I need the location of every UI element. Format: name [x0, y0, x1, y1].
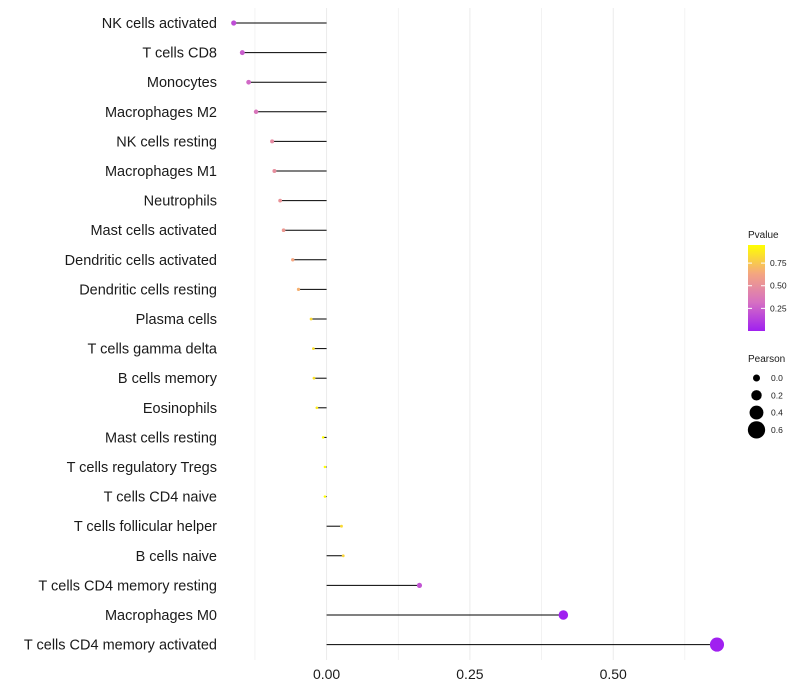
y-tick-label: Dendritic cells activated: [65, 253, 217, 269]
lollipop-point: [340, 524, 343, 528]
lollipop-point: [239, 50, 245, 56]
lollipop-point: [246, 79, 251, 85]
y-tick-label: NK cells resting: [116, 134, 217, 150]
y-tick-label: T cells gamma delta: [88, 342, 218, 358]
x-tick-label: 0.00: [313, 666, 340, 682]
lollipop-point: [296, 287, 301, 292]
y-tick-label: T cells CD4 memory activated: [24, 638, 217, 654]
y-tick-label: Plasma cells: [136, 312, 217, 328]
lollipop-point: [558, 610, 569, 620]
lollipop-point: [253, 109, 259, 115]
lollipop-point: [312, 347, 315, 350]
lollipop-point: [231, 20, 237, 26]
size-legend-dot: [749, 405, 764, 420]
lollipop-point: [323, 465, 327, 469]
pvalue-colorbar: [748, 245, 765, 331]
size-legend-label: 0.6: [771, 425, 783, 435]
pvalue-legend: Pvalue 0.25 0.50 0.75: [748, 230, 787, 331]
pvalue-legend-title: Pvalue: [748, 230, 779, 241]
y-tick-label: T cells CD4 memory resting: [38, 578, 217, 594]
lollipop-point: [270, 139, 275, 144]
lollipop-point: [281, 228, 286, 233]
lollipop-point: [416, 582, 423, 588]
y-tick-label: Monocytes: [147, 75, 217, 91]
size-legend-label: 0.2: [771, 390, 783, 400]
y-tick-label: Macrophages M1: [105, 164, 217, 180]
y-tick-label: B cells naive: [136, 549, 217, 565]
lollipop-point: [341, 554, 345, 558]
x-axis-tick-labels: 0.00 0.25 0.50: [313, 666, 627, 682]
y-tick-label: Mast cells activated: [90, 223, 217, 239]
size-legend-dot: [747, 421, 766, 439]
x-tick-label: 0.50: [600, 666, 627, 682]
size-legend-dot: [753, 374, 760, 382]
point-layer: [231, 20, 725, 652]
y-axis-tick-labels: NK cells activated T cells CD8 Monocytes Ma…: [24, 16, 218, 654]
lollipop-point: [323, 495, 327, 498]
colorbar-tick-label: 0.25: [770, 303, 787, 313]
y-tick-label: T cells regulatory Tregs: [67, 460, 217, 476]
y-tick-label: T cells follicular helper: [74, 519, 217, 535]
stem-layer: [233, 22, 717, 646]
x-tick-label: 0.25: [456, 666, 483, 682]
pearson-legend: Pearson 0.0 0.2 0.4 0.6: [747, 354, 785, 439]
colorbar-tick-label: 0.50: [770, 281, 787, 291]
y-tick-label: Macrophages M0: [105, 608, 217, 624]
size-legend-label: 0.0: [771, 373, 783, 383]
size-legend-label: 0.4: [771, 408, 783, 418]
size-legend-dot: [751, 390, 762, 401]
y-tick-label: Macrophages M2: [105, 105, 217, 121]
lollipop-point: [709, 637, 725, 652]
y-tick-label: T cells CD4 naive: [104, 490, 217, 506]
lollipop-point: [309, 317, 313, 321]
pearson-legend-title: Pearson: [748, 354, 785, 365]
y-tick-label: B cells memory: [118, 371, 218, 387]
y-tick-label: Mast cells resting: [105, 430, 217, 446]
lollipop-point: [291, 258, 295, 262]
lollipop-point: [315, 406, 319, 410]
lollipop-point: [278, 198, 283, 203]
y-tick-label: Eosinophils: [143, 401, 217, 417]
y-tick-label: T cells CD8: [142, 46, 217, 62]
y-tick-label: NK cells activated: [102, 16, 217, 32]
lollipop-point: [312, 376, 316, 380]
lollipop-point: [321, 436, 325, 439]
lollipop-point: [272, 169, 277, 173]
y-tick-label: Dendritic cells resting: [79, 282, 217, 298]
y-tick-label: Neutrophils: [144, 194, 217, 210]
grid-layer: [254, 8, 686, 660]
colorbar-tick-label: 0.75: [770, 258, 787, 268]
